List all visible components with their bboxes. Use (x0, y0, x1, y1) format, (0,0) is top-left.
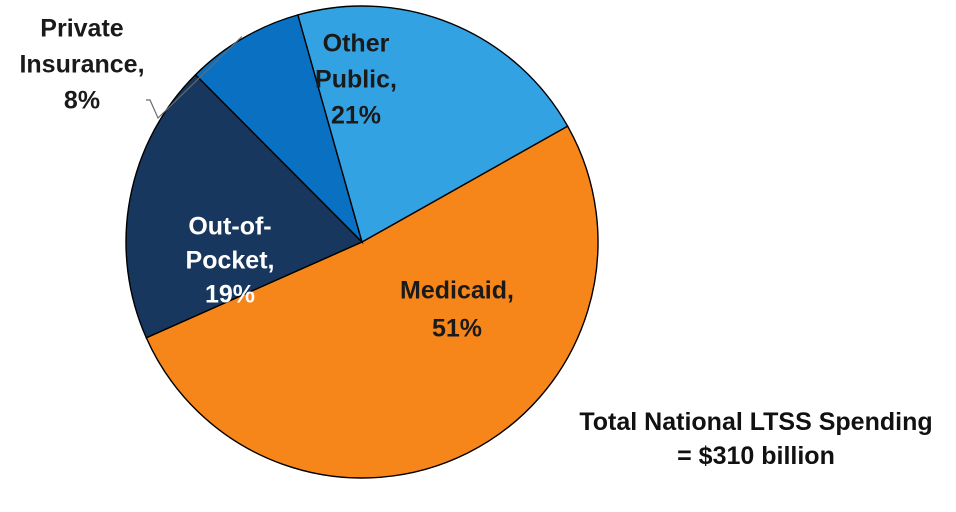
pie-label-medicaid: Medicaid, 51% (400, 277, 514, 343)
pie-label-out-of-pocket: Out-of- Pocket, 19% (186, 213, 275, 309)
pie-label-line: 8% (64, 87, 100, 115)
pie-slice-out-of-pocket (125, 73, 364, 339)
total-spending-line-1: Total National LTSS Spending (579, 408, 933, 436)
pie-label-line: Medicaid, (400, 277, 514, 305)
pie-slice-medicaid (145, 125, 599, 479)
slices-layer (125, 5, 599, 479)
pie-label-line: Private (40, 15, 123, 43)
pie-label-line: 21% (331, 102, 381, 130)
pie-slice-other-public (297, 5, 569, 244)
pie-label-other-public: Other Public, 21% (315, 30, 397, 130)
leader-layer (146, 36, 243, 120)
pie-label-line: Insurance, (19, 51, 144, 79)
pie-label-line: 51% (432, 315, 482, 343)
pie-label-line: Pocket, (186, 247, 275, 275)
pie-label-line: Other (323, 30, 390, 58)
labels-layer: Medicaid, 51% Out-of- Pocket, 19% Private Insu… (19, 15, 513, 343)
total-spending-annotation: Total National LTSS Spending = $310 bill… (556, 405, 956, 473)
total-spending-line-2: = $310 billion (677, 442, 835, 470)
pie-label-line: Public, (315, 66, 397, 94)
pie-label-line: 19% (205, 281, 255, 309)
pie-label-line: Out-of- (188, 213, 271, 241)
pie-slice-private-insurance (194, 14, 364, 245)
pie-label-private-insurance: Private Insurance, 8% (19, 15, 144, 115)
leader-line-private-insurance (146, 36, 243, 120)
